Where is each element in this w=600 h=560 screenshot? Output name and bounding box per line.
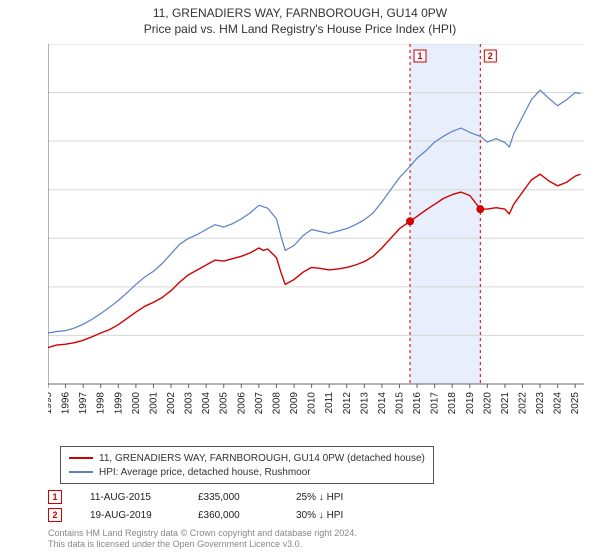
svg-text:2001: 2001 — [148, 392, 159, 415]
svg-text:2016: 2016 — [412, 392, 423, 415]
svg-text:2014: 2014 — [377, 392, 388, 415]
marker-pct: 30% ↓ HPI — [296, 510, 343, 521]
svg-text:2023: 2023 — [535, 392, 546, 415]
legend-swatch — [69, 457, 93, 459]
svg-text:2005: 2005 — [219, 392, 230, 415]
chart-area: £0K£100K£200K£300K£400K£500K£600K£700K19… — [48, 44, 584, 384]
svg-text:2017: 2017 — [430, 392, 441, 415]
svg-text:2004: 2004 — [201, 392, 212, 415]
svg-text:2000: 2000 — [131, 392, 142, 415]
chart-title-2: Price paid vs. HM Land Registry's House … — [0, 22, 600, 36]
legend: 11, GRENADIERS WAY, FARNBOROUGH, GU14 0P… — [60, 446, 434, 484]
svg-text:2011: 2011 — [324, 392, 335, 414]
svg-text:2: 2 — [488, 51, 493, 61]
svg-text:2018: 2018 — [447, 392, 458, 415]
svg-text:2015: 2015 — [394, 392, 405, 415]
marker-date: 19-AUG-2019 — [90, 510, 170, 521]
svg-text:1998: 1998 — [96, 392, 107, 415]
svg-text:2012: 2012 — [342, 392, 353, 415]
marker-number: 2 — [48, 508, 62, 522]
footer-line: This data is licensed under the Open Gov… — [48, 539, 357, 550]
svg-text:2020: 2020 — [482, 392, 493, 415]
svg-text:2013: 2013 — [359, 392, 370, 415]
svg-text:1995: 1995 — [48, 392, 54, 415]
svg-text:2024: 2024 — [553, 392, 564, 415]
svg-text:2022: 2022 — [517, 392, 528, 415]
chart-title-1: 11, GRENADIERS WAY, FARNBOROUGH, GU14 0P… — [0, 6, 600, 20]
legend-row: 11, GRENADIERS WAY, FARNBOROUGH, GU14 0P… — [69, 451, 425, 465]
marker-row: 1 11-AUG-2015 £335,000 25% ↓ HPI — [48, 488, 343, 506]
svg-text:2006: 2006 — [236, 392, 247, 415]
svg-text:2010: 2010 — [307, 392, 318, 415]
marker-number: 1 — [48, 490, 62, 504]
svg-text:2009: 2009 — [289, 392, 300, 415]
svg-text:2002: 2002 — [166, 392, 177, 415]
svg-text:2019: 2019 — [465, 392, 476, 415]
marker-price: £360,000 — [198, 510, 268, 521]
svg-text:2025: 2025 — [570, 392, 581, 415]
marker-table: 1 11-AUG-2015 £335,000 25% ↓ HPI 2 19-AU… — [48, 488, 343, 524]
svg-text:2007: 2007 — [254, 392, 265, 415]
legend-label: HPI: Average price, detached house, Rush… — [99, 467, 311, 478]
legend-swatch — [69, 471, 93, 473]
marker-price: £335,000 — [198, 492, 268, 503]
marker-date: 11-AUG-2015 — [90, 492, 170, 503]
marker-pct: 25% ↓ HPI — [296, 492, 343, 503]
svg-text:2008: 2008 — [271, 392, 282, 415]
svg-text:1996: 1996 — [61, 392, 72, 415]
legend-label: 11, GRENADIERS WAY, FARNBOROUGH, GU14 0P… — [99, 453, 425, 464]
svg-text:2003: 2003 — [184, 392, 195, 415]
legend-row: HPI: Average price, detached house, Rush… — [69, 465, 425, 479]
svg-text:1997: 1997 — [78, 392, 89, 415]
svg-text:1999: 1999 — [113, 392, 124, 415]
chart-svg: £0K£100K£200K£300K£400K£500K£600K£700K19… — [48, 44, 584, 444]
footer-attribution: Contains HM Land Registry data © Crown c… — [48, 528, 357, 551]
footer-line: Contains HM Land Registry data © Crown c… — [48, 528, 357, 539]
marker-row: 2 19-AUG-2019 £360,000 30% ↓ HPI — [48, 506, 343, 524]
svg-text:1: 1 — [418, 51, 423, 61]
chart-title-block: 11, GRENADIERS WAY, FARNBOROUGH, GU14 0P… — [0, 0, 600, 36]
svg-text:2021: 2021 — [500, 392, 511, 415]
